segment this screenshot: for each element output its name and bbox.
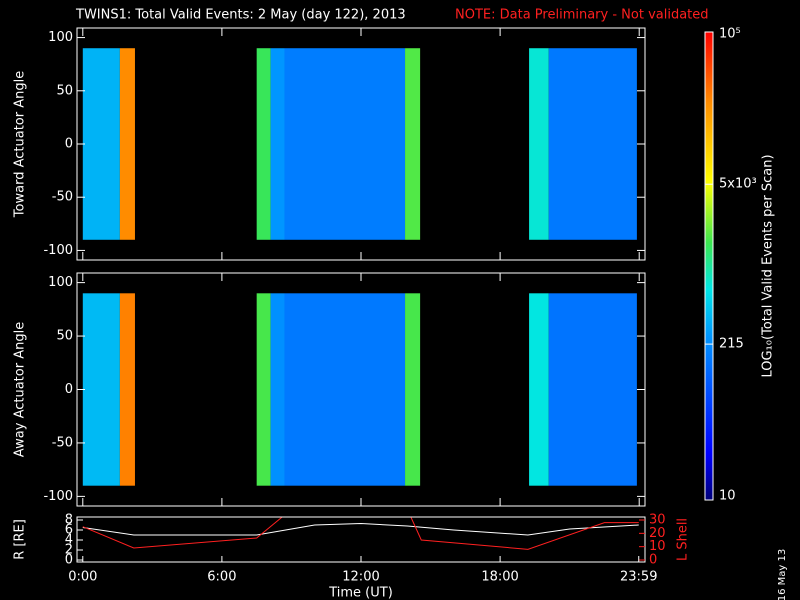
y-tick-label: 100 bbox=[48, 30, 73, 45]
y-tick-label: 50 bbox=[56, 329, 73, 344]
y-tick-label: 6 bbox=[65, 523, 73, 538]
colorbar bbox=[705, 32, 713, 500]
colorbar-tick-label: 215 bbox=[719, 337, 744, 352]
heatmap-cell bbox=[405, 48, 421, 240]
colorbar-tick-label: 10 bbox=[719, 489, 736, 504]
title: TWINS1: Total Valid Events: 2 May (day 1… bbox=[75, 8, 406, 23]
heatmap-cell bbox=[256, 293, 271, 486]
y2-axis-label: L Shell bbox=[676, 518, 691, 561]
note: NOTE: Data Preliminary - Not validated bbox=[455, 8, 709, 23]
y-tick-label: -100 bbox=[43, 489, 73, 504]
y-tick-label: -50 bbox=[52, 435, 73, 450]
y-tick-label: -100 bbox=[43, 243, 73, 258]
y-axis-label: Toward Actuator Angle bbox=[13, 71, 28, 218]
y-tick-label: 0 bbox=[65, 382, 73, 397]
x-tick-label: 18:00 bbox=[481, 570, 518, 585]
y-tick-label: -50 bbox=[52, 190, 73, 205]
colorbar-tick-label: 5x10³ bbox=[719, 177, 757, 192]
heatmap-cell bbox=[529, 48, 549, 240]
y-tick-label: 50 bbox=[56, 83, 73, 98]
y2-tick-label: 30 bbox=[649, 513, 666, 528]
x-axis-label: Time (UT) bbox=[328, 586, 393, 600]
y-tick-label: 8 bbox=[65, 513, 73, 528]
y2-tick-label: 0 bbox=[649, 553, 657, 568]
heatmap-cell bbox=[270, 48, 285, 240]
y-tick-label: 0 bbox=[65, 137, 73, 152]
x-tick-label: 0:00 bbox=[68, 570, 97, 585]
heatmap-cell bbox=[256, 48, 271, 240]
y2-tick-label: 10 bbox=[649, 539, 666, 554]
heatmap-cell bbox=[405, 293, 421, 486]
y-tick-label: 4 bbox=[65, 533, 73, 548]
heatmap-cell bbox=[548, 48, 637, 240]
y-tick-label: 100 bbox=[48, 275, 73, 290]
y-tick-label: 2 bbox=[65, 543, 73, 558]
line bbox=[82, 522, 639, 536]
line bbox=[82, 517, 639, 550]
x-tick-label: 12:00 bbox=[342, 570, 379, 585]
heatmap-cell bbox=[119, 48, 135, 240]
y-axis-label: Away Actuator Angle bbox=[13, 322, 28, 457]
heatmap-cell bbox=[82, 48, 120, 240]
heatmap-cell bbox=[284, 293, 406, 486]
heatmap-cell bbox=[119, 293, 135, 486]
heatmap-cell bbox=[270, 293, 285, 486]
colorbar-label: LOG₁₀(Total Valid Events per Scan) bbox=[761, 154, 776, 377]
heatmap-cell bbox=[82, 293, 120, 486]
y-axis-label: R [RE] bbox=[13, 519, 28, 560]
x-tick-label: 23:59 bbox=[620, 570, 657, 585]
y2-tick-label: 20 bbox=[649, 526, 666, 541]
date-stamp: 16 May 13 bbox=[777, 549, 788, 600]
heatmap-cell bbox=[529, 293, 549, 486]
heatmap-cell bbox=[548, 293, 637, 486]
colorbar-tick-label: 10⁵ bbox=[719, 27, 741, 42]
heatmap-cell bbox=[284, 48, 406, 240]
x-tick-label: 6:00 bbox=[207, 570, 236, 585]
y-tick-label: 0 bbox=[65, 553, 73, 568]
